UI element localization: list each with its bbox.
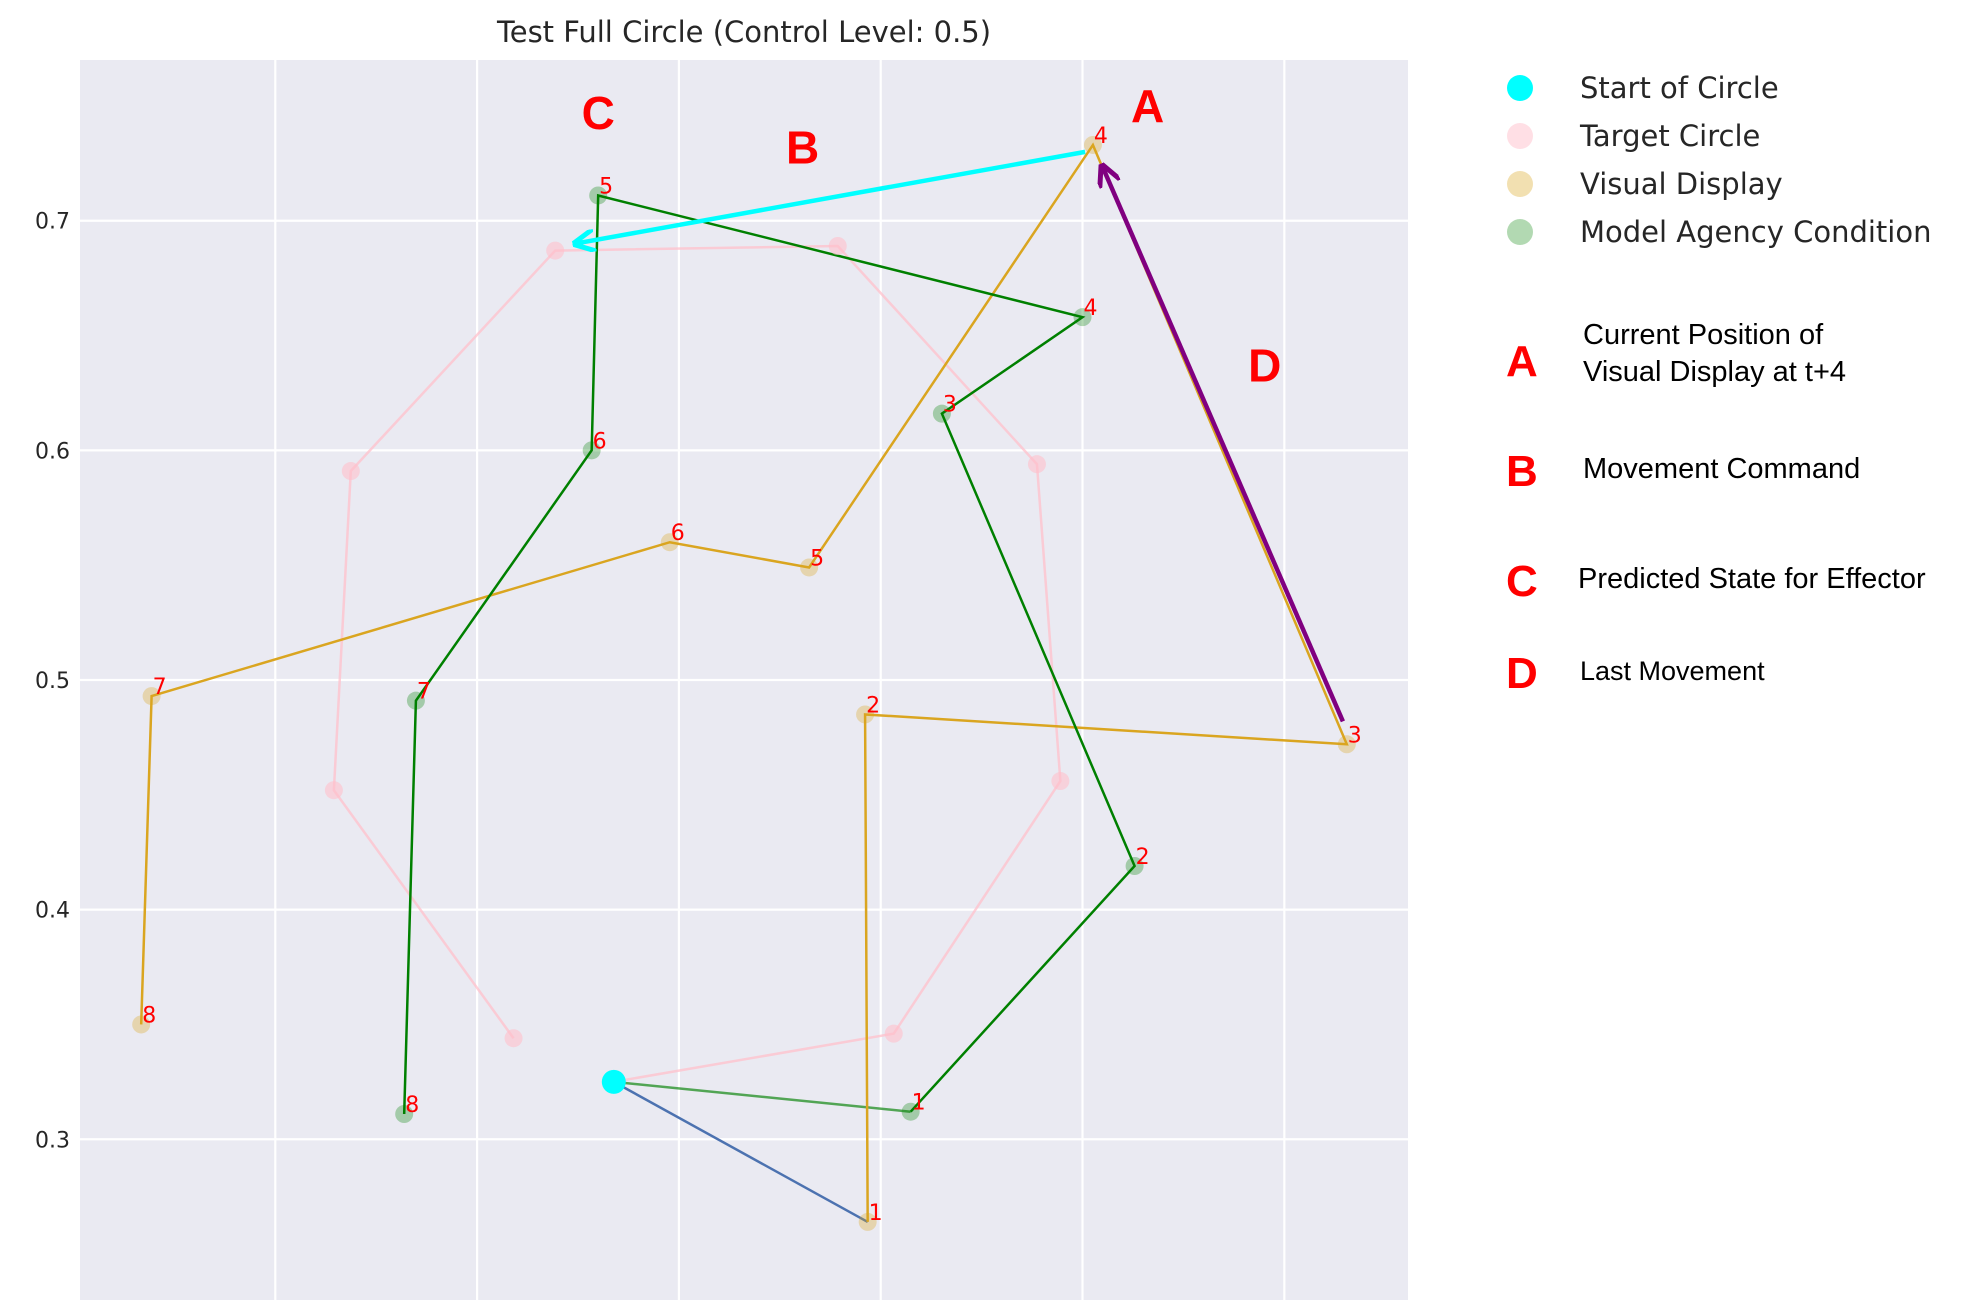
legend-label-3: Visual Display — [1580, 167, 1783, 201]
annotation-a: A — [1131, 80, 1164, 132]
target-point-6 — [341, 462, 360, 481]
visual-point-label-5: 5 — [810, 546, 824, 571]
legend-marker-1 — [1507, 75, 1533, 101]
y-tick-label-0: 0.3 — [35, 1128, 70, 1153]
key-desc-a-1: Current Position of — [1583, 319, 1824, 351]
model-point-5 — [589, 186, 608, 205]
legend-marker-3 — [1507, 171, 1533, 197]
model-point-8 — [395, 1105, 414, 1123]
model-point-4 — [1073, 308, 1092, 327]
target-point-2 — [1051, 772, 1070, 791]
key-desc-a-2: Visual Display at t+4 — [1583, 356, 1846, 388]
key-letter-b: B — [1506, 447, 1538, 496]
visual-point-3 — [1337, 735, 1356, 754]
visual-point-4 — [1083, 135, 1102, 154]
annotation-key: A Current Position of Visual Display at t+… — [1506, 319, 1926, 698]
visual-point-label-3: 3 — [1348, 723, 1362, 748]
visual-point-1 — [858, 1212, 877, 1231]
model-point-label-6: 6 — [593, 429, 607, 454]
model-point-7 — [406, 691, 425, 710]
legend-label-4: Model Agency Condition — [1580, 215, 1931, 249]
movement-command-arrow — [575, 149, 1086, 244]
visual-point-7 — [142, 687, 161, 706]
model-point-label-3: 3 — [943, 393, 957, 418]
model-point-6 — [582, 441, 601, 460]
model-point-label-2: 2 — [1136, 845, 1150, 870]
y-tick-label-3: 0.6 — [35, 439, 70, 464]
annotation-letters: A B C D — [582, 80, 1282, 391]
visual-point-label-8: 8 — [142, 1003, 156, 1028]
target-point-7 — [324, 781, 343, 800]
start-point — [601, 1069, 626, 1094]
model-point-2 — [1125, 857, 1144, 875]
model-point-3 — [932, 404, 951, 423]
legend-marker-2 — [1507, 123, 1533, 149]
visual-point-2 — [856, 705, 875, 724]
key-desc-c-1: Predicted State for Effector — [1578, 563, 1926, 595]
key-letter-d: D — [1506, 649, 1538, 698]
target-point-3 — [1027, 455, 1046, 474]
model-point-1 — [901, 1102, 920, 1121]
y-tick-labels: 0.3 0.4 0.5 0.6 0.7 — [35, 210, 70, 1154]
point-labels: 1 2 3 4 5 6 7 8 1 2 3 4 5 6 7 8 — [142, 124, 1362, 1226]
target-point-8 — [504, 1029, 523, 1048]
gridlines — [80, 60, 1408, 1300]
visual-display-line — [139, 142, 1349, 1222]
model-point-label-1: 1 — [912, 1091, 926, 1116]
arrows — [575, 149, 1345, 723]
key-letter-a: A — [1506, 337, 1538, 386]
model-point-label-8: 8 — [405, 1093, 419, 1118]
visual-point-label-2: 2 — [866, 693, 880, 718]
legend-label-1: Start of Circle — [1580, 71, 1779, 105]
model-agency-line — [402, 193, 1137, 1115]
visual-point-8 — [132, 1015, 151, 1034]
annotation-c: C — [582, 87, 615, 139]
legend-label-2: Target Circle — [1579, 119, 1760, 153]
model-point-label-4: 4 — [1084, 296, 1098, 321]
annotation-d: D — [1248, 339, 1281, 391]
legend: Start of Circle Target Circle Visual Displ… — [1507, 71, 1931, 249]
model-start-line — [613, 1080, 911, 1113]
target-point-1 — [884, 1024, 903, 1043]
series-points — [132, 135, 1356, 1231]
y-tick-label-4: 0.7 — [35, 210, 70, 235]
target-point-4 — [828, 237, 847, 255]
key-letter-c: C — [1506, 557, 1538, 606]
legend-marker-4 — [1507, 219, 1533, 245]
chart-title: Test Full Circle (Control Level: 0.5) — [496, 15, 991, 49]
key-desc-d-1: Last Movement — [1580, 656, 1765, 686]
y-tick-label-2: 0.5 — [35, 669, 70, 694]
y-tick-label-1: 0.4 — [35, 899, 70, 924]
last-movement-arrow — [1102, 166, 1345, 723]
visual-point-label-1: 1 — [869, 1201, 883, 1226]
visual-point-label-6: 6 — [671, 521, 685, 546]
visual-point-label-7: 7 — [153, 675, 167, 700]
visual-point-6 — [660, 533, 679, 552]
model-point-label-5: 5 — [599, 174, 613, 199]
first-movement-line — [613, 1080, 869, 1224]
model-point-label-7: 7 — [417, 680, 431, 705]
visual-point-label-4: 4 — [1094, 124, 1108, 149]
annotation-b: B — [786, 121, 819, 173]
target-point-5 — [546, 241, 565, 260]
visual-point-5 — [800, 558, 819, 577]
key-desc-b-1: Movement Command — [1583, 453, 1860, 485]
